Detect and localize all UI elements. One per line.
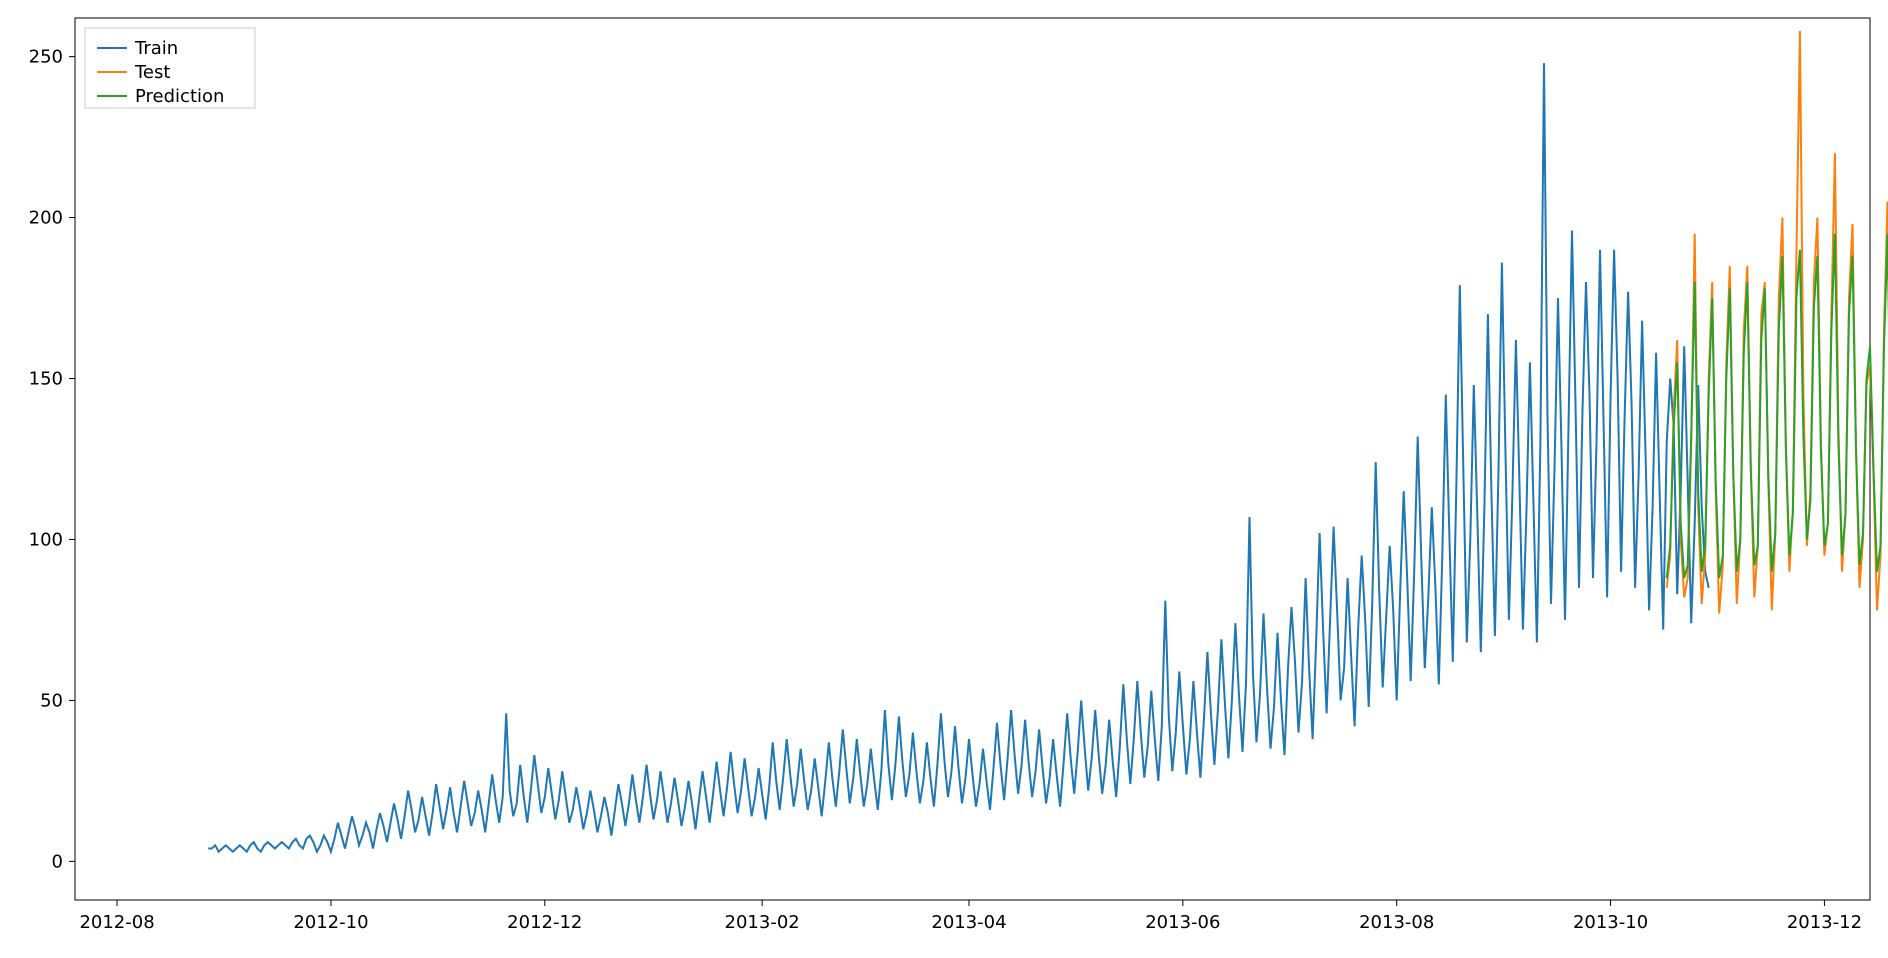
x-tick-label: 2013-10 <box>1573 912 1648 933</box>
x-tick-label: 2013-04 <box>931 912 1006 933</box>
x-tick-label: 2012-08 <box>79 912 154 933</box>
y-tick-label: 250 <box>29 47 63 68</box>
x-tick-label: 2013-06 <box>1145 912 1220 933</box>
x-tick-label: 2012-12 <box>507 912 582 933</box>
y-tick-label: 150 <box>29 369 63 390</box>
legend-label: Prediction <box>135 86 224 107</box>
x-tick-label: 2012-10 <box>293 912 368 933</box>
y-tick-label: 50 <box>40 690 63 711</box>
y-tick-label: 0 <box>52 851 63 872</box>
legend-label: Test <box>134 62 170 83</box>
x-tick-label: 2013-02 <box>725 912 800 933</box>
x-tick-label: 2013-12 <box>1787 912 1862 933</box>
x-tick-label: 2013-08 <box>1359 912 1434 933</box>
timeseries-chart: 0 50 100 150 200 250 2012-08 2012-10 2012-12 2013… <box>0 0 1888 958</box>
legend: Train Test Prediction <box>85 28 255 108</box>
legend-label: Train <box>134 38 178 59</box>
y-tick-label: 100 <box>29 529 63 550</box>
chart-container: 0 50 100 150 200 250 2012-08 2012-10 2012-12 2013… <box>0 0 1888 958</box>
y-tick-label: 200 <box>29 208 63 229</box>
